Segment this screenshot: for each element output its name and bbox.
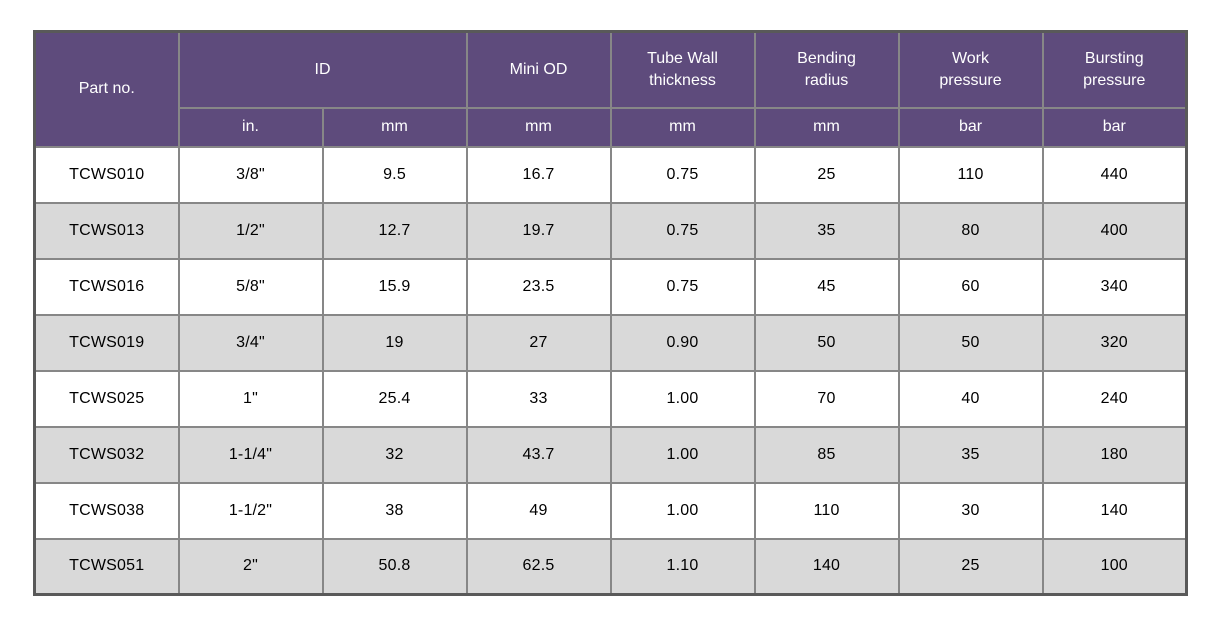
table-row: TCWS016 5/8" 15.9 23.5 0.75 45 60 340 [33, 257, 1188, 316]
spec-table-container: Part no. ID Mini OD Tube Wall thickness … [33, 30, 1188, 596]
cell-mini-od: 19.7 [465, 201, 612, 260]
cell-part-no: TCWS016 [33, 257, 180, 316]
table-body: TCWS010 3/8" 9.5 16.7 0.75 25 110 440 TC… [33, 145, 1188, 596]
cell-id-mm: 9.5 [321, 145, 468, 204]
column-header-tube-wall-thickness: Tube Wall thickness [609, 30, 756, 109]
cell-bursting-pressure: 320 [1041, 313, 1188, 372]
cell-id-in: 5/8" [177, 257, 324, 316]
column-header-mini-od: Mini OD [465, 30, 612, 109]
cell-bursting-pressure: 100 [1041, 537, 1188, 596]
table-row: TCWS038 1-1/2" 38 49 1.00 110 30 140 [33, 481, 1188, 540]
cell-mini-od: 62.5 [465, 537, 612, 596]
cell-id-mm: 19 [321, 313, 468, 372]
cell-tube-wall-thickness: 0.90 [609, 313, 756, 372]
unit-header-work-pressure: bar [897, 106, 1044, 148]
cell-bending-radius: 45 [753, 257, 900, 316]
cell-mini-od: 16.7 [465, 145, 612, 204]
cell-id-mm: 50.8 [321, 537, 468, 596]
cell-mini-od: 33 [465, 369, 612, 428]
cell-tube-wall-thickness: 1.00 [609, 369, 756, 428]
cell-bursting-pressure: 240 [1041, 369, 1188, 428]
cell-mini-od: 23.5 [465, 257, 612, 316]
cell-bursting-pressure: 140 [1041, 481, 1188, 540]
cell-id-in: 3/8" [177, 145, 324, 204]
unit-header-bursting-pressure: bar [1041, 106, 1188, 148]
cell-id-in: 2" [177, 537, 324, 596]
table-row: TCWS032 1-1/4" 32 43.7 1.00 85 35 180 [33, 425, 1188, 484]
cell-id-in: 1/2" [177, 201, 324, 260]
cell-id-mm: 25.4 [321, 369, 468, 428]
table-row: TCWS019 3/4" 19 27 0.90 50 50 320 [33, 313, 1188, 372]
cell-bending-radius: 25 [753, 145, 900, 204]
header-row-main: Part no. ID Mini OD Tube Wall thickness … [33, 30, 1188, 148]
cell-bending-radius: 70 [753, 369, 900, 428]
cell-bending-radius: 35 [753, 201, 900, 260]
table-row: TCWS013 1/2" 12.7 19.7 0.75 35 80 400 [33, 201, 1188, 260]
cell-tube-wall-thickness: 0.75 [609, 257, 756, 316]
unit-header-bending-radius: mm [753, 106, 900, 148]
cell-tube-wall-thickness: 1.00 [609, 425, 756, 484]
cell-mini-od: 49 [465, 481, 612, 540]
table-header: Part no. ID Mini OD Tube Wall thickness … [33, 30, 1188, 148]
cell-tube-wall-thickness: 1.00 [609, 481, 756, 540]
unit-header-mini-od: mm [465, 106, 612, 148]
cell-tube-wall-thickness: 1.10 [609, 537, 756, 596]
cell-id-in: 1" [177, 369, 324, 428]
table-row: TCWS051 2" 50.8 62.5 1.10 140 25 100 [33, 537, 1188, 596]
column-header-bursting-pressure: Bursting pressure [1041, 30, 1188, 109]
cell-bending-radius: 85 [753, 425, 900, 484]
cell-bursting-pressure: 440 [1041, 145, 1188, 204]
unit-header-id-in: in. [177, 106, 324, 148]
cell-work-pressure: 25 [897, 537, 1044, 596]
cell-work-pressure: 40 [897, 369, 1044, 428]
column-header-id: ID [177, 30, 468, 109]
cell-id-mm: 12.7 [321, 201, 468, 260]
cell-part-no: TCWS019 [33, 313, 180, 372]
cell-part-no: TCWS010 [33, 145, 180, 204]
cell-work-pressure: 60 [897, 257, 1044, 316]
cell-bending-radius: 50 [753, 313, 900, 372]
spec-table: Part no. ID Mini OD Tube Wall thickness … [33, 30, 1188, 596]
cell-bursting-pressure: 180 [1041, 425, 1188, 484]
column-header-bending-radius: Bending radius [753, 30, 900, 109]
cell-mini-od: 43.7 [465, 425, 612, 484]
cell-mini-od: 27 [465, 313, 612, 372]
cell-part-no: TCWS051 [33, 537, 180, 596]
cell-id-in: 1-1/4" [177, 425, 324, 484]
unit-header-tube-wall-thickness: mm [609, 106, 756, 148]
cell-bursting-pressure: 400 [1041, 201, 1188, 260]
table-row: TCWS025 1" 25.4 33 1.00 70 40 240 [33, 369, 1188, 428]
cell-bending-radius: 140 [753, 537, 900, 596]
header-row-units: in. mm mm mm mm bar bar [35, 106, 1188, 148]
table-row: TCWS010 3/8" 9.5 16.7 0.75 25 110 440 [33, 145, 1188, 204]
cell-work-pressure: 110 [897, 145, 1044, 204]
cell-part-no: TCWS032 [33, 425, 180, 484]
cell-work-pressure: 50 [897, 313, 1044, 372]
cell-part-no: TCWS013 [33, 201, 180, 260]
cell-work-pressure: 35 [897, 425, 1044, 484]
cell-id-mm: 15.9 [321, 257, 468, 316]
cell-bending-radius: 110 [753, 481, 900, 540]
cell-id-mm: 32 [321, 425, 468, 484]
cell-bursting-pressure: 340 [1041, 257, 1188, 316]
cell-id-in: 3/4" [177, 313, 324, 372]
cell-tube-wall-thickness: 0.75 [609, 145, 756, 204]
column-header-work-pressure: Work pressure [897, 30, 1044, 109]
cell-part-no: TCWS038 [33, 481, 180, 540]
cell-id-in: 1-1/2" [177, 481, 324, 540]
cell-work-pressure: 80 [897, 201, 1044, 260]
cell-work-pressure: 30 [897, 481, 1044, 540]
cell-tube-wall-thickness: 0.75 [609, 201, 756, 260]
unit-header-id-mm: mm [321, 106, 468, 148]
cell-part-no: TCWS025 [33, 369, 180, 428]
cell-id-mm: 38 [321, 481, 468, 540]
column-header-part-no: Part no. [33, 30, 180, 148]
